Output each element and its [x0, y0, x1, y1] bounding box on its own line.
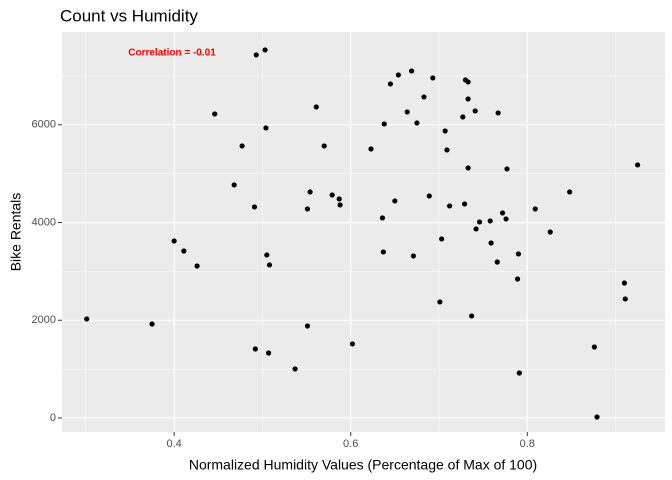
point: [266, 262, 273, 268]
point: [252, 346, 258, 352]
x-tick-label: 0.6: [343, 438, 358, 450]
point: [321, 143, 327, 149]
point: [304, 323, 311, 329]
point: [262, 47, 268, 53]
point: [349, 341, 356, 347]
point: [181, 248, 187, 254]
point: [465, 165, 471, 171]
point: [442, 128, 448, 134]
point: [251, 204, 258, 210]
point: [594, 414, 600, 420]
point: [430, 75, 436, 81]
point: [336, 196, 342, 202]
panel-background: [62, 32, 665, 432]
point: [461, 201, 468, 207]
point: [231, 182, 237, 188]
point: [395, 72, 401, 78]
point: [437, 299, 443, 305]
point: [426, 193, 432, 199]
point: [239, 143, 245, 149]
point: [313, 104, 319, 110]
point: [368, 146, 374, 152]
point: [387, 81, 394, 87]
point: [499, 210, 506, 216]
point: [465, 96, 471, 102]
point: [514, 276, 521, 282]
point: [494, 259, 500, 265]
point: [567, 189, 573, 195]
point: [380, 249, 386, 255]
point: [635, 162, 641, 168]
x-tick-label: 0.8: [520, 438, 535, 450]
point: [253, 52, 259, 58]
point: [439, 236, 445, 242]
point: [516, 370, 522, 376]
point: [381, 121, 387, 127]
point: [488, 240, 494, 246]
point: [414, 120, 420, 126]
point: [472, 108, 478, 114]
point: [212, 111, 218, 117]
y-tick-label: 0: [50, 412, 56, 424]
point: [329, 192, 335, 198]
point: [532, 206, 538, 212]
point: [503, 216, 509, 222]
point: [194, 263, 200, 269]
point: [487, 218, 493, 224]
point: [404, 109, 410, 115]
points: [84, 47, 641, 420]
y-tick-label: 2000: [32, 314, 56, 326]
point: [337, 202, 343, 208]
point: [504, 166, 510, 172]
point: [409, 68, 415, 74]
grid: [62, 32, 665, 432]
point: [621, 280, 627, 286]
point: [446, 203, 453, 209]
point: [421, 94, 427, 100]
point: [84, 316, 90, 322]
point: [444, 147, 450, 153]
y-tick-label: 4000: [32, 216, 56, 228]
chart-title: Count vs Humidity: [60, 6, 198, 25]
point: [495, 110, 501, 116]
y-tick-label: 6000: [32, 119, 56, 131]
annotation: Correlation = -0.01: [128, 48, 216, 59]
point: [392, 198, 398, 204]
point: [410, 253, 416, 259]
point: [476, 219, 483, 225]
point: [515, 251, 522, 257]
point: [265, 350, 272, 356]
x-tick-label: 0.4: [166, 438, 181, 450]
point: [460, 114, 466, 120]
point: [263, 125, 269, 131]
point: [307, 189, 313, 195]
point: [292, 366, 298, 372]
x-axis-title: Normalized Humidity Values (Percentage o…: [189, 457, 537, 473]
point: [304, 206, 311, 212]
point: [469, 313, 475, 319]
point: [465, 79, 471, 85]
point: [591, 344, 597, 350]
point: [473, 226, 479, 232]
point: [264, 252, 270, 258]
point: [171, 238, 177, 244]
point: [547, 229, 553, 235]
point: [622, 296, 628, 302]
point: [149, 321, 155, 327]
point: [379, 215, 386, 221]
y-axis-title: Bike Rentals: [8, 193, 24, 272]
